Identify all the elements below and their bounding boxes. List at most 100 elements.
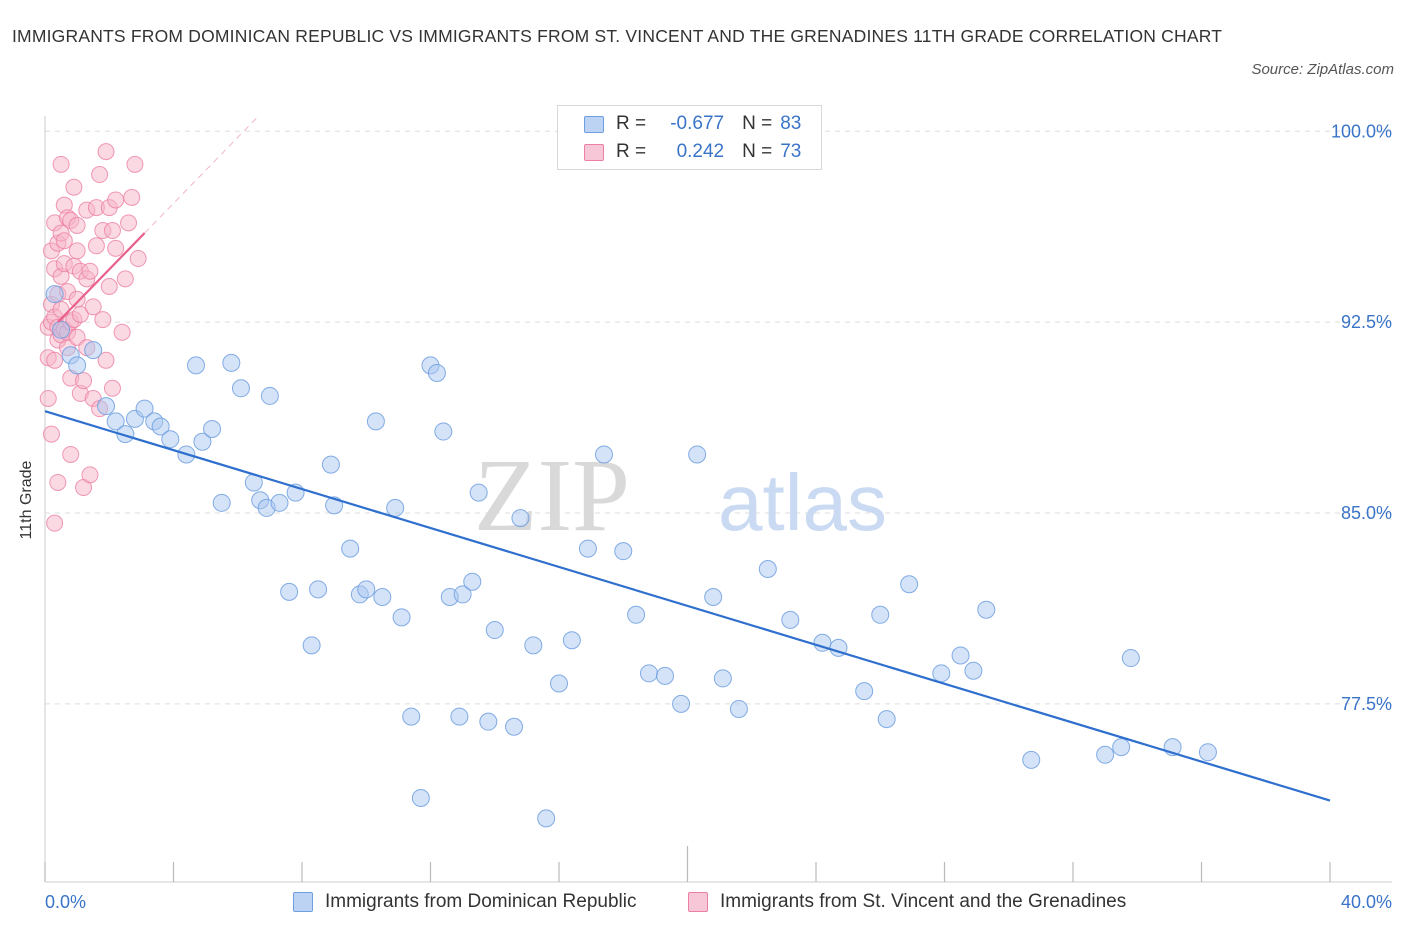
data-point-dominican xyxy=(434,422,453,441)
data-point-st-vincent xyxy=(129,250,147,268)
data-point-dominican xyxy=(758,559,777,578)
legend-n-label: N = xyxy=(742,113,773,134)
data-point-st-vincent xyxy=(68,242,86,260)
bottom-legend-label: Immigrants from Dominican Republic xyxy=(325,891,637,912)
data-point-dominican xyxy=(222,353,241,372)
data-point-st-vincent xyxy=(120,214,138,232)
data-point-dominican xyxy=(1121,649,1140,668)
data-point-dominican xyxy=(212,493,231,512)
data-point-st-vincent xyxy=(97,351,115,369)
data-point-dominican xyxy=(469,483,488,502)
data-point-st-vincent xyxy=(68,290,86,308)
y-axis-label: 11th Grade xyxy=(18,460,35,540)
data-point-dominican xyxy=(106,412,125,431)
data-point-st-vincent xyxy=(123,188,141,206)
y-tick-label: 85.0% xyxy=(1341,503,1392,523)
data-point-dominican xyxy=(524,636,543,655)
data-point-dominican xyxy=(161,430,180,449)
bottom-legend-dominican: Immigrants from Dominican Republic xyxy=(293,889,637,915)
data-point-st-vincent xyxy=(103,379,121,397)
legend-r-label: R = xyxy=(616,113,647,134)
y-tick-label: 92.5% xyxy=(1341,312,1392,332)
legend-swatch-blue xyxy=(584,115,604,133)
data-point-dominican xyxy=(485,621,504,640)
data-point-st-vincent xyxy=(46,514,64,532)
series-st-vincent-points xyxy=(39,143,147,532)
data-point-dominican xyxy=(402,707,421,726)
data-point-dominican xyxy=(562,631,581,650)
data-point-st-vincent xyxy=(81,262,99,280)
gridlines xyxy=(45,130,1392,705)
data-point-st-vincent xyxy=(113,323,131,341)
legend-swatch-pink xyxy=(584,143,604,161)
legend-r-value: -0.677 xyxy=(670,113,725,134)
data-point-dominican xyxy=(871,605,890,624)
data-point-dominican xyxy=(411,789,430,808)
data-point-dominican xyxy=(193,432,212,451)
watermark-atlas: atlas xyxy=(718,458,887,547)
data-point-dominican xyxy=(270,493,289,512)
data-point-st-vincent xyxy=(116,270,134,288)
x-tick-label: 40.0% xyxy=(1341,892,1392,912)
data-point-dominican xyxy=(964,661,983,680)
data-point-st-vincent xyxy=(107,239,125,257)
trendline-st-vincent xyxy=(57,232,146,323)
data-point-dominican xyxy=(280,582,299,601)
data-point-dominican xyxy=(427,364,446,383)
legend: R = -0.677 N = 83 R = 0.242 N = 73 xyxy=(557,105,822,170)
data-point-dominican xyxy=(45,285,64,304)
data-point-dominican xyxy=(68,356,87,375)
data-point-st-vincent xyxy=(62,445,80,463)
data-point-st-vincent xyxy=(84,298,102,316)
data-point-st-vincent xyxy=(55,232,73,250)
data-point-st-vincent xyxy=(100,278,118,296)
data-point-dominican xyxy=(479,712,498,731)
legend-n-value: 83 xyxy=(780,113,802,134)
data-point-dominican xyxy=(366,412,385,431)
data-point-dominican xyxy=(84,341,103,360)
legend-row-dominican: R = -0.677 N = 83 xyxy=(584,111,801,137)
data-point-dominican xyxy=(511,509,530,528)
data-point-dominican xyxy=(627,605,646,624)
legend-row-st-vincent: R = 0.242 N = 73 xyxy=(584,139,801,165)
x-tick-label: 0.0% xyxy=(45,892,86,912)
data-point-dominican xyxy=(594,445,613,464)
data-point-dominican xyxy=(1198,743,1217,762)
data-point-st-vincent xyxy=(68,216,86,234)
data-point-st-vincent xyxy=(81,466,99,484)
data-point-st-vincent xyxy=(46,351,64,369)
data-point-dominican xyxy=(463,572,482,591)
data-point-dominican xyxy=(729,699,748,718)
data-point-st-vincent xyxy=(49,473,67,491)
data-point-st-vincent xyxy=(52,155,70,173)
data-point-dominican xyxy=(614,542,633,561)
data-point-dominican xyxy=(1096,745,1115,764)
data-point-st-vincent xyxy=(87,237,105,255)
data-point-st-vincent xyxy=(107,191,125,209)
legend-n-value: 73 xyxy=(780,141,802,162)
data-point-dominican xyxy=(260,386,279,405)
data-point-st-vincent xyxy=(126,155,144,173)
data-point-dominican xyxy=(386,498,405,517)
data-point-dominican xyxy=(537,809,556,828)
data-point-st-vincent xyxy=(97,143,115,161)
data-point-st-vincent xyxy=(94,311,112,329)
data-point-dominican xyxy=(309,580,328,599)
data-point-dominican xyxy=(453,585,472,604)
data-point-dominican xyxy=(321,455,340,474)
data-point-st-vincent xyxy=(75,372,93,390)
bottom-legend-st-vincent: Immigrants from St. Vincent and the Gren… xyxy=(688,889,1126,915)
data-point-dominican xyxy=(341,539,360,558)
trendline-dominican xyxy=(44,410,1331,802)
data-point-dominican xyxy=(357,580,376,599)
data-point-dominican xyxy=(302,636,321,655)
data-point-dominican xyxy=(672,694,691,713)
y-tick-label: 77.5% xyxy=(1341,694,1392,714)
data-point-dominican xyxy=(713,669,732,688)
data-point-dominican xyxy=(688,445,707,464)
data-point-dominican xyxy=(656,666,675,685)
data-point-dominican xyxy=(855,682,874,701)
data-point-dominican xyxy=(203,420,222,439)
data-point-dominican xyxy=(977,600,996,619)
tick-labels: 77.5% 85.0% 92.5% 100.0% 0.0% 40.0% xyxy=(45,121,1392,912)
